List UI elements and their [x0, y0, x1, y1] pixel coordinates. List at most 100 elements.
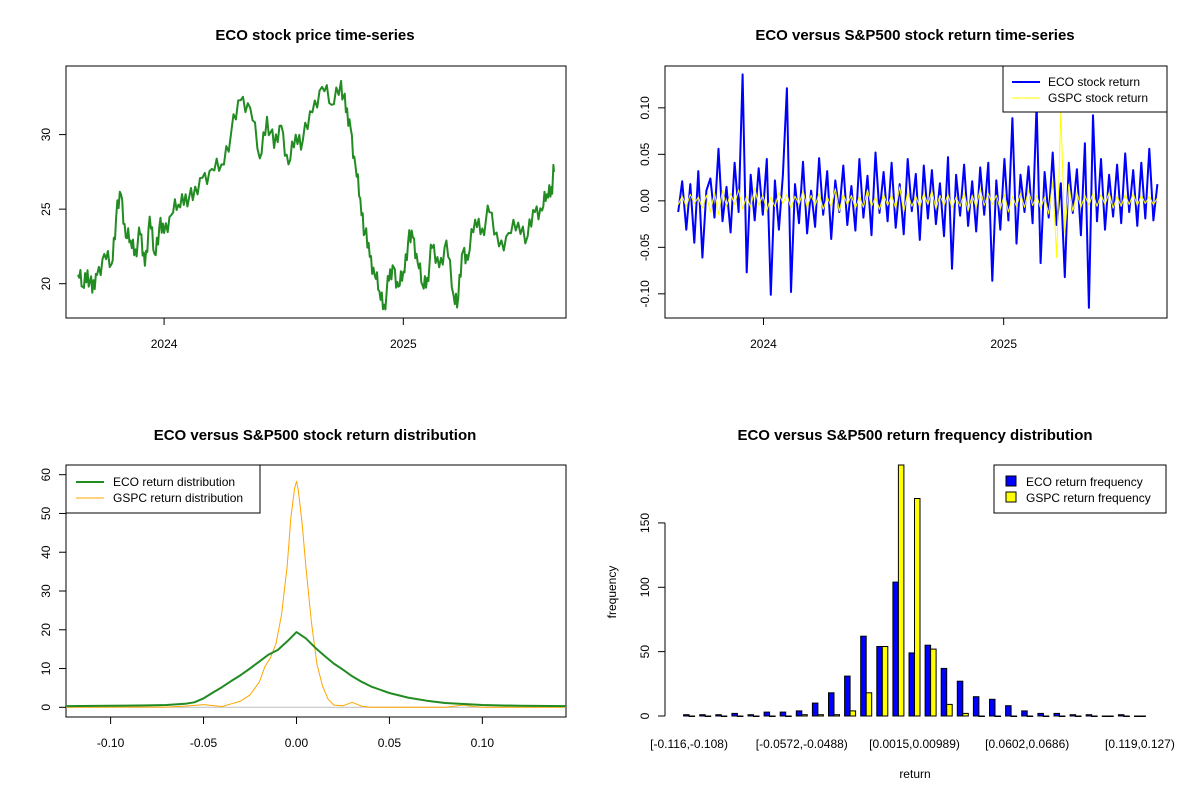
- histogram-legend-swatch-gspc: [1005, 491, 1017, 503]
- density-y-tick-label-4: 40: [39, 545, 53, 559]
- histogram-bar-gspc-8: [817, 714, 824, 717]
- panel-returns: ECO versus S&P500 stock return time-seri…: [638, 27, 1168, 351]
- histogram-bar-eco-7: [795, 710, 803, 717]
- histogram-y-tick-label-0: 0: [638, 712, 652, 719]
- histogram-bar-gspc-0: [688, 715, 696, 717]
- histogram-bar-eco-9: [828, 692, 835, 717]
- histogram-bar-eco-13: [892, 581, 899, 717]
- histogram-bar-eco-14: [908, 652, 915, 717]
- histogram-bar-gspc-9: [833, 714, 840, 717]
- histogram-bar-eco-20: [1005, 705, 1012, 717]
- histogram-bar-gspc-24: [1075, 715, 1082, 717]
- density-series-line-eco: [65, 631, 567, 708]
- density-x-tick-label-0: -0.10: [97, 736, 125, 750]
- histogram-bar-eco-19: [989, 698, 996, 717]
- histogram-bar-gspc-20: [1010, 715, 1018, 717]
- histogram-x-tick-label-4: [0.119,0.127): [1105, 737, 1175, 751]
- panel-histogram: ECO versus S&P500 return frequency distr…: [605, 427, 1175, 781]
- histogram-bar-gspc-12: [881, 646, 889, 717]
- histogram-x-tick-label-2: [0.0015,0.00989): [869, 737, 960, 751]
- density-x-tick-label-1: -0.05: [190, 736, 218, 750]
- density-x-tick-label-2: 0.00: [285, 736, 309, 750]
- price-x-tick-label-1: 2025: [390, 337, 417, 351]
- histogram-xlabel: return: [899, 767, 930, 781]
- histogram-bar-eco-26: [1101, 715, 1109, 717]
- returns-x-tick-label-1: 2025: [990, 337, 1017, 351]
- histogram-bar-eco-11: [860, 635, 867, 717]
- histogram-x-tick-label-1: [-0.0572,-0.0488): [756, 737, 848, 751]
- returns-chart-title: ECO versus S&P500 stock return time-seri…: [755, 27, 1074, 44]
- histogram-bar-gspc-16: [946, 703, 953, 717]
- histogram-marks: 0 50 100 150 [-0.116,-0.108) [-0.0572,-0.0488…: [638, 464, 1175, 751]
- histogram-bar-eco-3: [731, 712, 738, 717]
- histogram-bar-eco-21: [1021, 710, 1028, 717]
- histogram-y-tick-label-1: 50: [638, 645, 652, 659]
- returns-marks: 2024 2025 -0.10 -0.05 0.00 0.05 0.10: [638, 73, 1159, 351]
- density-y-tick-label-0: 0: [39, 704, 53, 711]
- histogram-bar-gspc-28: [1139, 715, 1146, 717]
- price-y-tick-label-2: 30: [39, 128, 53, 142]
- histogram-bar-gspc-25: [1091, 715, 1098, 717]
- histogram-legend-box: [993, 464, 1167, 514]
- histogram-bar-gspc-15: [930, 648, 937, 717]
- histogram-bar-eco-25: [1085, 714, 1093, 717]
- histogram-bar-gspc-19: [994, 715, 1001, 717]
- histogram-bar-gspc-5: [769, 715, 776, 717]
- returns-legend-box: [1002, 65, 1168, 113]
- histogram-bar-gspc-14: [914, 498, 921, 717]
- histogram-bar-eco-23: [1053, 712, 1060, 717]
- histogram-bar-gspc-11: [865, 692, 873, 717]
- price-x-tick-label-0: 2024: [151, 337, 178, 351]
- density-y-tick-label-5: 50: [39, 506, 53, 520]
- density-marks: -0.10 -0.05 0.00 0.05 0.10 0 10 20 30 40 50 60: [39, 468, 567, 750]
- histogram-legend-label-gspc: GSPC return frequency: [1026, 491, 1151, 505]
- price-plot-frame: [65, 65, 567, 319]
- histogram-chart-title: ECO versus S&P500 return frequency distr…: [737, 427, 1092, 444]
- returns-legend: ECO stock return GSPC stock return: [1002, 65, 1168, 113]
- histogram-bar-gspc-13: [897, 464, 905, 717]
- histogram-bar-eco-22: [1037, 712, 1044, 717]
- histogram-bar-gspc-1: [704, 715, 712, 717]
- histogram-bar-eco-8: [811, 702, 819, 717]
- histogram-bar-gspc-27: [1123, 715, 1130, 717]
- returns-y-tick-label-2: 0.00: [638, 189, 652, 213]
- histogram-bar-eco-6: [779, 711, 787, 717]
- histogram-bar-eco-5: [763, 711, 771, 717]
- histogram-bar-gspc-7: [801, 714, 808, 717]
- returns-plot-frame: [664, 65, 1168, 319]
- histogram-bar-eco-15: [924, 644, 932, 717]
- histogram-bar-gspc-21: [1026, 715, 1034, 717]
- returns-legend-label-eco: ECO stock return: [1048, 75, 1140, 89]
- histogram-legend-label-eco: ECO return frequency: [1026, 475, 1143, 489]
- histogram-bar-eco-1: [699, 714, 706, 717]
- histogram-bar-eco-12: [876, 646, 883, 717]
- histogram-ylabel: frequency: [605, 566, 619, 619]
- density-legend-box: [65, 464, 261, 514]
- density-chart-title: ECO versus S&P500 stock return distribut…: [154, 427, 477, 444]
- histogram-x-tick-label-3: [0.0602,0.0686): [985, 737, 1069, 751]
- density-y-tick-label-6: 60: [39, 468, 53, 482]
- density-legend-label-gspc: GSPC return distribution: [113, 491, 243, 505]
- histogram-bar-gspc-3: [736, 715, 744, 717]
- returns-y-tick-label-1: -0.05: [638, 233, 652, 261]
- price-chart-title: ECO stock price time-series: [215, 27, 414, 44]
- histogram-bar-gspc-6: [785, 715, 792, 717]
- histogram-bar-eco-0: [683, 714, 690, 717]
- histogram-bar-gspc-17: [962, 712, 969, 717]
- density-series-line-gspc: [65, 480, 566, 708]
- histogram-bar-eco-27: [1117, 714, 1125, 717]
- density-legend: ECO return distribution GSPC return dist…: [65, 464, 261, 514]
- histogram-bar-eco-18: [972, 696, 980, 717]
- returns-x-tick-label-0: 2024: [750, 337, 777, 351]
- histogram-legend-swatch-eco: [1005, 475, 1017, 487]
- histogram-bar-eco-4: [747, 714, 754, 717]
- histogram-bar-gspc-26: [1107, 715, 1114, 717]
- returns-legend-label-gspc: GSPC stock return: [1048, 91, 1148, 105]
- returns-y-tick-label-0: -0.10: [638, 280, 652, 308]
- histogram-bar-eco-28: [1134, 715, 1141, 717]
- density-y-tick-label-3: 30: [39, 584, 53, 598]
- returns-y-tick-label-4: 0.10: [638, 96, 652, 120]
- price-series-line-eco: [77, 79, 555, 311]
